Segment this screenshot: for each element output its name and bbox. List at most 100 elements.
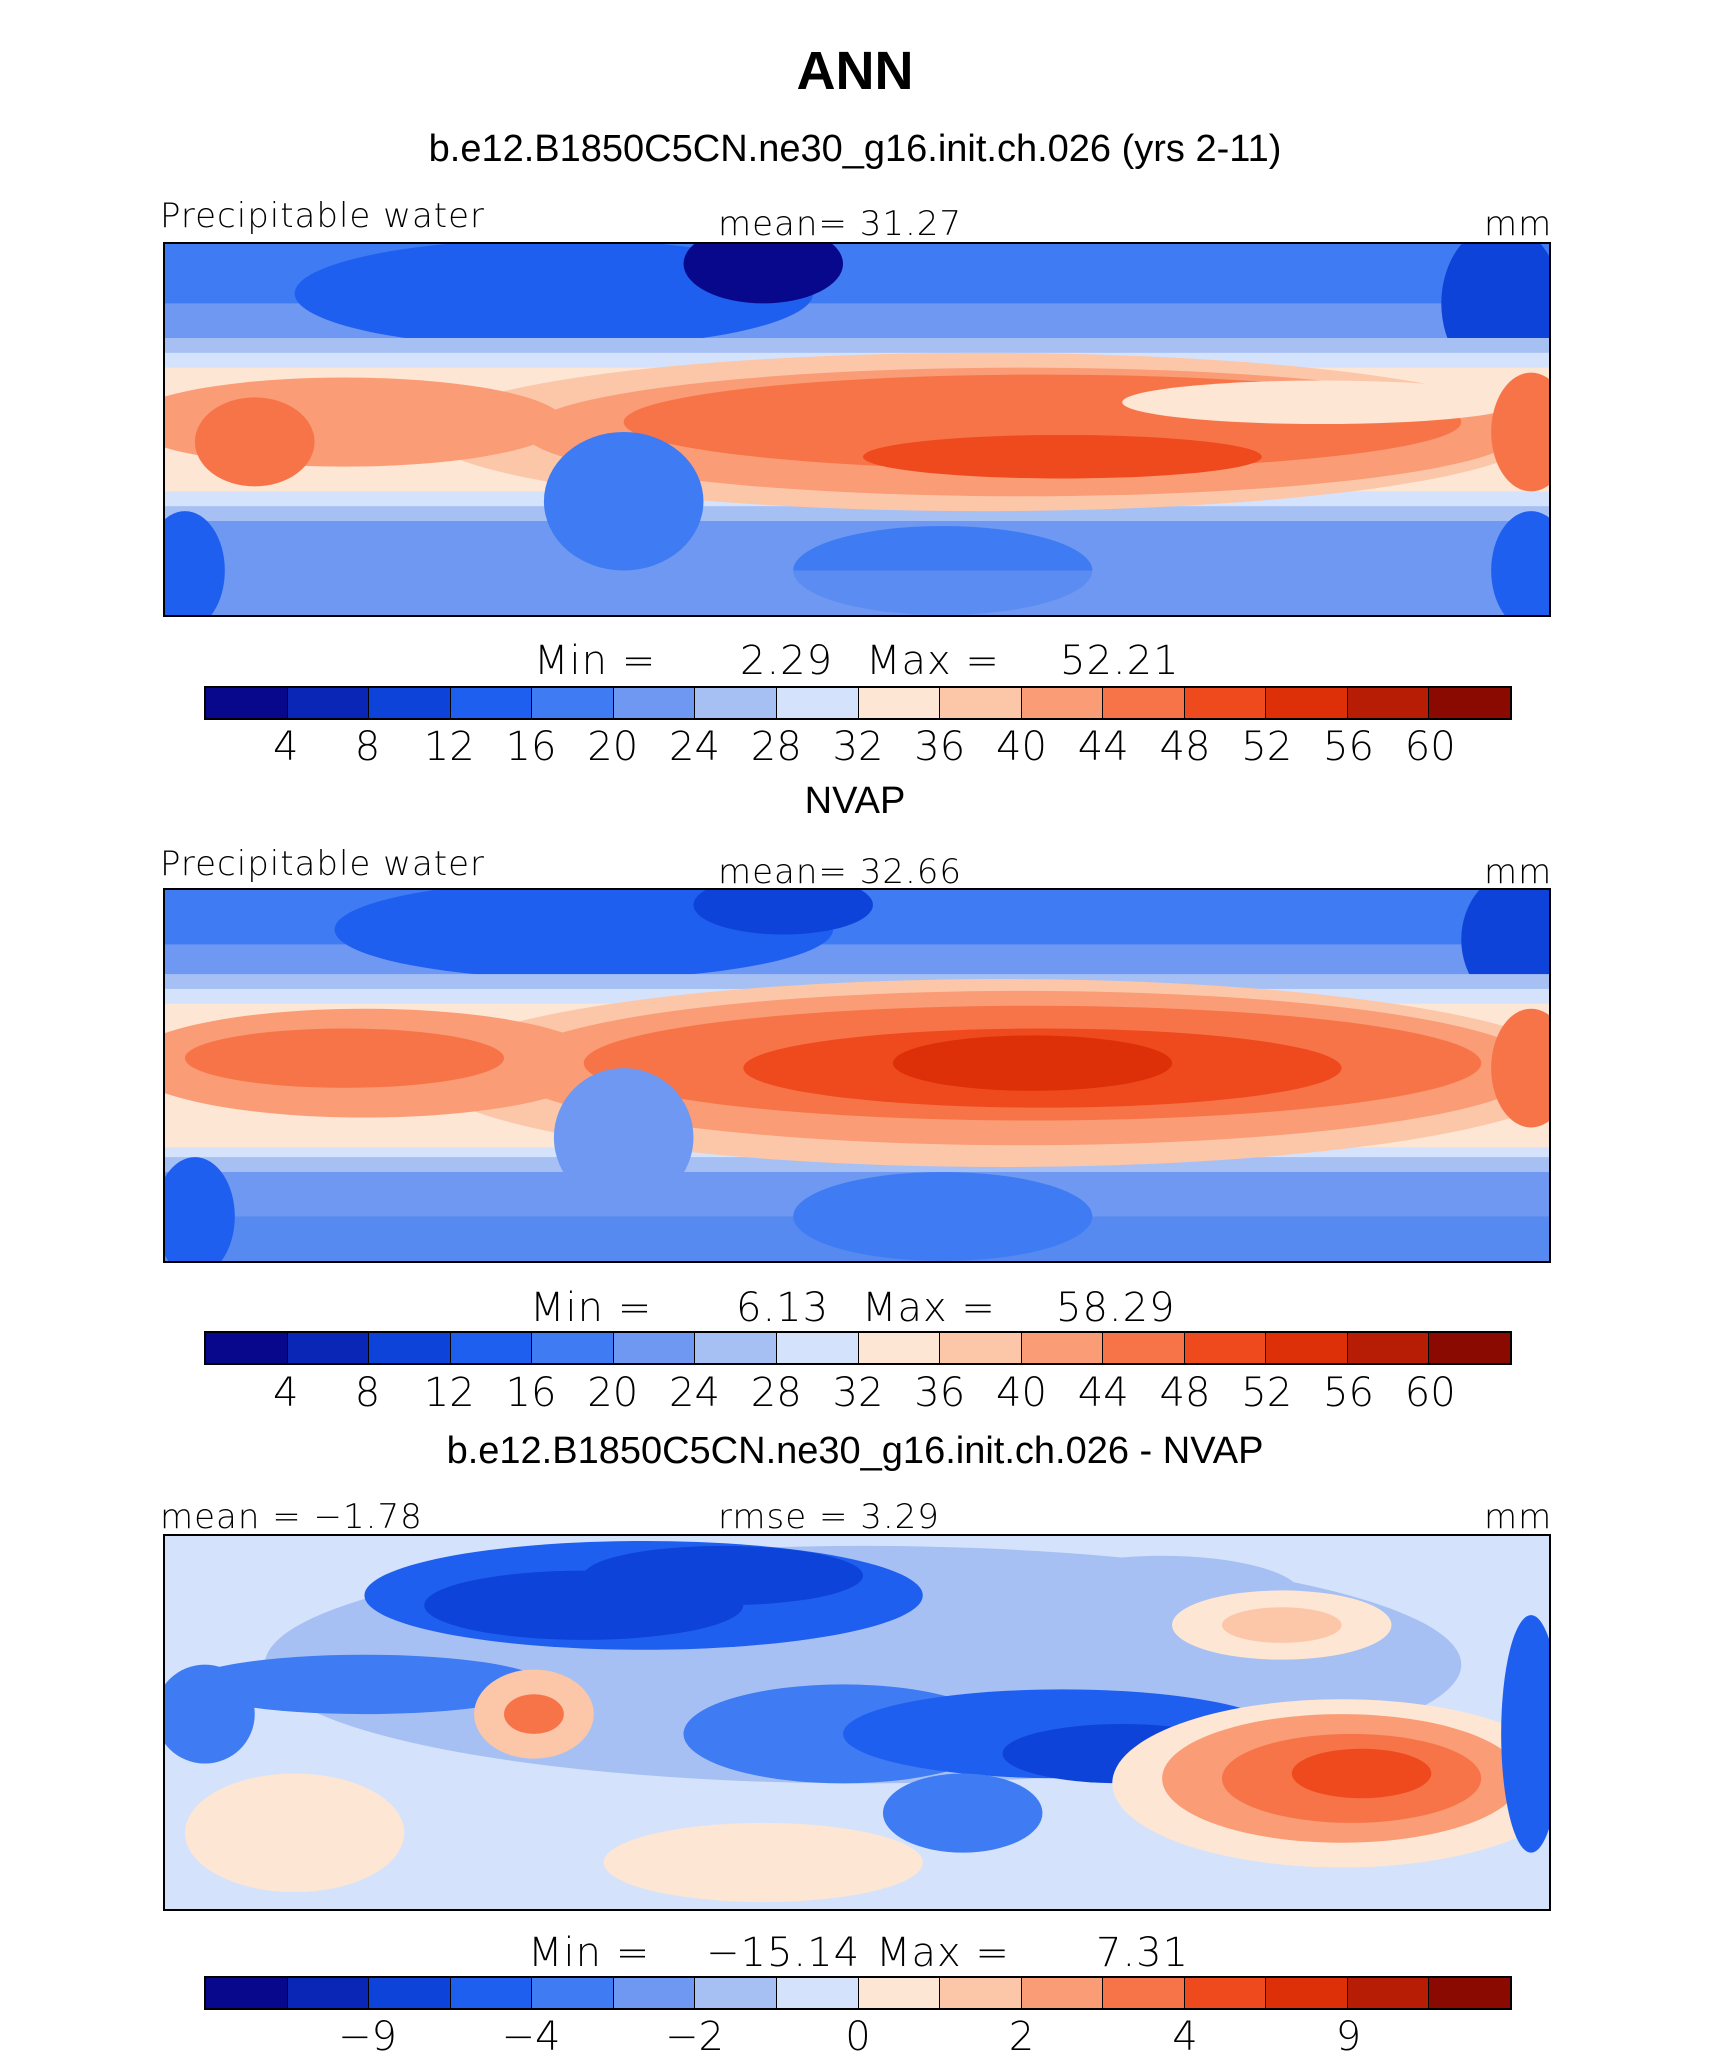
colorbar-swatch [776,1978,859,2008]
colorbar-tick-label: 52 [1241,724,1293,770]
panel-1-units: mm [1484,204,1553,244]
colorbar-swatch [532,688,614,718]
colorbar-tick-label: 12 [423,1370,475,1416]
colorbar-tick-label: 32 [832,1370,884,1416]
colorbar-tick-label: −4 [501,2014,561,2060]
panel-2-max-value: 58.29 [1056,1285,1176,1331]
colorbar-tick-label: 8 [354,1370,381,1416]
panel-1-max-label: Max = [866,638,1000,684]
colorbar-tick-label: 32 [832,724,884,770]
panel-3-colorbar [204,1976,1512,2010]
panel-1-min-value: 2.29 [740,638,834,684]
colorbar-swatch [940,1333,1022,1363]
colorbar-swatch [1266,1978,1348,2008]
colorbar-swatch [1021,1333,1104,1363]
colorbar-swatch [532,1333,614,1363]
colorbar-tick-label: 24 [669,1370,720,1416]
colorbar-swatch [695,1978,777,2008]
colorbar-swatch [1266,688,1348,718]
panel-3-field [165,1536,1549,1909]
colorbar-swatch [206,688,288,718]
colorbar-swatch [1184,688,1267,718]
colorbar-swatch [858,1978,941,2008]
colorbar-swatch [1184,1333,1267,1363]
colorbar-swatch [287,1978,370,2008]
panel-2-max-label: Max = [862,1285,996,1331]
colorbar-swatch [287,688,370,718]
colorbar-swatch [450,688,533,718]
panel-1-map [163,242,1551,617]
colorbar-swatch [1429,1333,1510,1363]
colorbar-swatch [1021,688,1104,718]
colorbar-tick-label: 56 [1323,724,1374,770]
colorbar-tick-label: 8 [354,724,381,770]
colorbar-tick-label: 24 [669,724,720,770]
panel-3-map [163,1534,1551,1911]
colorbar-tick-label: 36 [914,724,966,770]
colorbar-swatch [1103,1333,1185,1363]
colorbar-swatch [1429,1978,1510,2008]
colorbar-tick-label: −9 [338,2014,397,2060]
colorbar-swatch [1347,1333,1430,1363]
colorbar-swatch [450,1978,533,2008]
colorbar-swatch [1266,1333,1348,1363]
panel-1-field [165,244,1549,615]
panel-3-max-value: 7.31 [1096,1930,1190,1976]
colorbar-swatch [450,1333,533,1363]
colorbar-tick-label: 12 [423,724,475,770]
colorbar-swatch [369,688,451,718]
panel-2-min-value: 6.13 [736,1285,830,1331]
panel-2-field [165,890,1549,1261]
panel-1-mean-label: mean= 31.27 [718,204,963,244]
colorbar-swatch [369,1333,451,1363]
colorbar-swatch [858,688,941,718]
colorbar-swatch [206,1333,288,1363]
colorbar-swatch [206,1978,288,2008]
colorbar-swatch [369,1978,451,2008]
colorbar-swatch [613,1978,696,2008]
panel-3-rmse-label: rmse = 3.29 [718,1497,940,1537]
colorbar-swatch [613,688,696,718]
panel-2-min-label: Min = [530,1285,653,1331]
colorbar-swatch [1347,1978,1430,2008]
colorbar-tick-label: 40 [996,724,1047,770]
colorbar-swatch [1184,1978,1267,2008]
panel-2-map [163,888,1551,1263]
panel-2-colorbar [204,1331,1512,1365]
panel-3-max-label: Max = [876,1930,1010,1976]
colorbar-swatch [776,688,859,718]
colorbar-tick-label: 0 [845,2014,871,2060]
colorbar-tick-label: 56 [1323,1370,1374,1416]
panel-3-min-label: Min = [528,1930,651,1976]
main-title: ANN [796,41,914,101]
colorbar-swatch [1103,1978,1185,2008]
panel-1-title: b.e12.B1850C5CN.ne30_g16.init.ch.026 (yr… [428,128,1282,170]
colorbar-swatch [858,1333,941,1363]
colorbar-swatch [695,1333,777,1363]
colorbar-swatch [1021,1978,1104,2008]
colorbar-tick-label: 48 [1159,1370,1211,1416]
panel-2-units: mm [1484,852,1553,892]
colorbar-tick-label: 28 [750,724,802,770]
colorbar-tick-label: 4 [273,1370,299,1416]
colorbar-tick-label: 4 [1172,2014,1198,2060]
colorbar-tick-label: 9 [1335,2014,1362,2060]
colorbar-swatch [1103,688,1185,718]
panel-1-variable-label: Precipitable water [160,196,486,236]
colorbar-swatch [532,1978,614,2008]
panel-2-title: NVAP [804,780,906,822]
colorbar-tick-label: 20 [587,1370,639,1416]
panel-1-max-value: 52.21 [1060,638,1180,684]
colorbar-tick-label: 44 [1077,724,1129,770]
colorbar-swatch [695,688,777,718]
colorbar-swatch [287,1333,370,1363]
colorbar-tick-label: 16 [505,1370,557,1416]
colorbar-swatch [940,688,1022,718]
colorbar-tick-label: 60 [1404,1370,1456,1416]
panel-3-title: b.e12.B1850C5CN.ne30_g16.init.ch.026 - N… [446,1430,1264,1472]
colorbar-tick-label: 52 [1241,1370,1293,1416]
colorbar-tick-label: 20 [587,724,639,770]
panel-3-mean-label: mean = −1.78 [160,1497,423,1537]
panel-3-min-value: −15.14 [706,1930,861,1976]
colorbar-tick-label: 44 [1077,1370,1129,1416]
